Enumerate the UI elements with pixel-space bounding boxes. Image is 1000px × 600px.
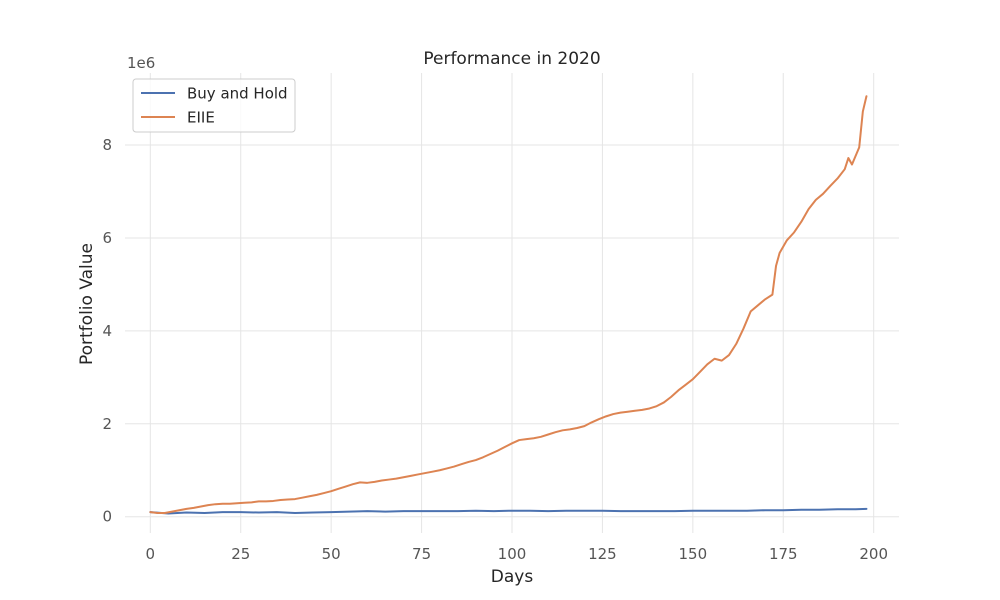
x-tick-label: 200 <box>859 545 888 563</box>
x-axis-label: Days <box>491 567 534 587</box>
x-tick-label: 50 <box>322 545 341 563</box>
series-line-eiie <box>149 95 868 515</box>
series-line-buy-and-hold <box>149 507 868 515</box>
x-tick-label: 25 <box>231 545 250 563</box>
grid <box>125 73 899 533</box>
x-tick-label: 125 <box>588 545 617 563</box>
tick-labels: 0 25 50 75 100 125 150 175 200 0 2 4 6 8 <box>102 136 888 563</box>
y-tick-label: 0 <box>102 508 112 526</box>
legend: Buy and Hold EIIE <box>132 78 296 133</box>
legend-label-eiie: EIIE <box>187 109 215 127</box>
y-axis-offset-label: 1e6 <box>127 54 155 72</box>
series-lines <box>149 95 868 515</box>
y-tick-label: 8 <box>102 136 112 154</box>
y-axis-label: Portfolio Value <box>77 243 97 365</box>
chart-title: Performance in 2020 <box>423 49 600 69</box>
x-tick-label: 150 <box>679 545 708 563</box>
x-tick-label: 100 <box>498 545 527 563</box>
x-tick-label: 0 <box>146 545 156 563</box>
y-tick-label: 6 <box>102 229 112 247</box>
y-tick-label: 4 <box>102 322 112 340</box>
legend-label-buy-and-hold: Buy and Hold <box>187 85 288 103</box>
x-tick-label: 75 <box>412 545 431 563</box>
x-tick-label: 175 <box>769 545 798 563</box>
y-tick-label: 2 <box>102 415 112 433</box>
